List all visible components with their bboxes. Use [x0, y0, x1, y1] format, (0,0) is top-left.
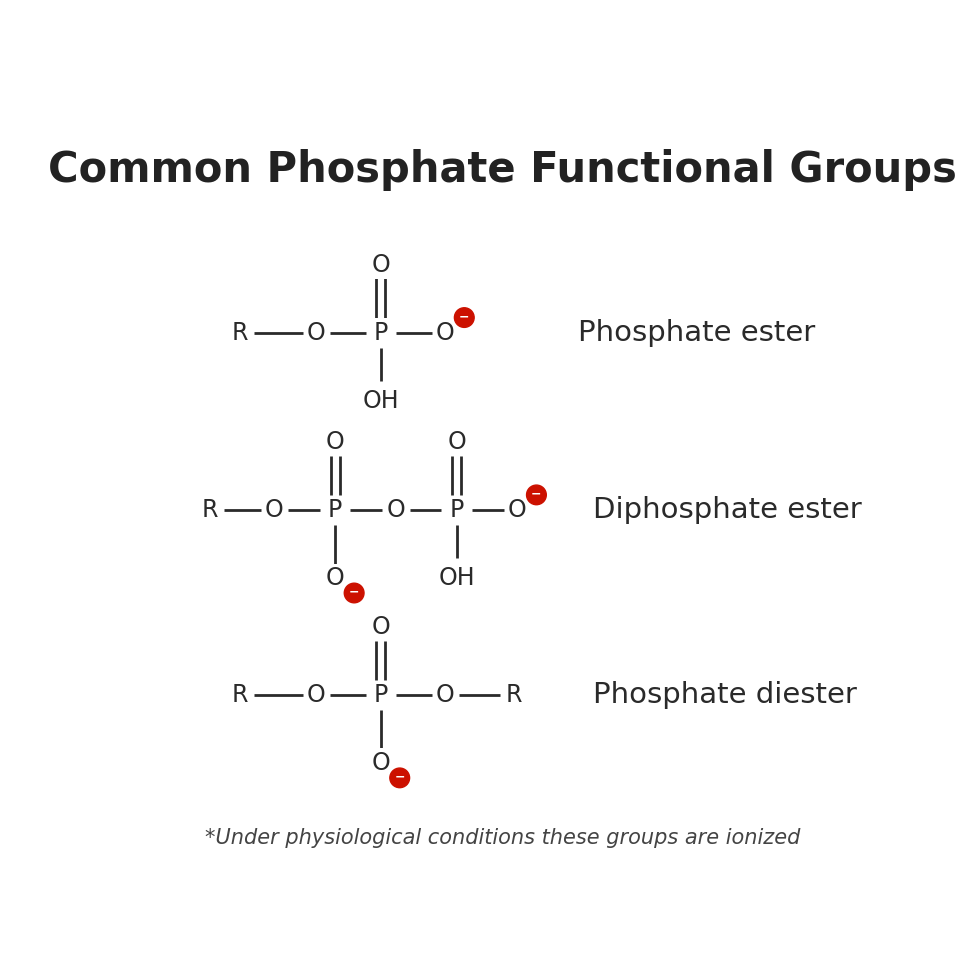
Text: O: O	[265, 498, 284, 522]
Text: P: P	[328, 498, 342, 522]
Text: Phosphate diester: Phosphate diester	[594, 681, 858, 709]
Text: Phosphate ester: Phosphate ester	[578, 318, 815, 347]
Circle shape	[455, 308, 474, 327]
Text: O: O	[371, 751, 390, 775]
Text: O: O	[447, 430, 466, 454]
Text: OH: OH	[363, 389, 399, 413]
Text: R: R	[232, 320, 249, 345]
Text: −: −	[459, 311, 469, 323]
Text: P: P	[373, 683, 388, 707]
Text: −: −	[349, 586, 360, 599]
Circle shape	[390, 768, 410, 788]
Circle shape	[526, 485, 546, 505]
Text: R: R	[506, 683, 522, 707]
Text: R: R	[202, 498, 219, 522]
Text: P: P	[373, 320, 388, 345]
Text: P: P	[450, 498, 464, 522]
Text: −: −	[531, 488, 542, 501]
Circle shape	[344, 583, 364, 603]
Text: R: R	[232, 683, 249, 707]
Text: O: O	[307, 683, 325, 707]
Text: −: −	[395, 770, 405, 784]
Text: O: O	[436, 683, 455, 707]
Text: O: O	[307, 320, 325, 345]
Text: *Under physiological conditions these groups are ionized: *Under physiological conditions these gr…	[205, 828, 800, 849]
Text: O: O	[386, 498, 406, 522]
Text: O: O	[325, 430, 345, 454]
Text: OH: OH	[438, 565, 475, 590]
Text: Common Phosphate Functional Groups: Common Phosphate Functional Groups	[48, 149, 956, 191]
Text: Diphosphate ester: Diphosphate ester	[594, 496, 862, 524]
Text: O: O	[371, 615, 390, 639]
Text: O: O	[436, 320, 455, 345]
Text: O: O	[325, 565, 345, 590]
Text: O: O	[508, 498, 527, 522]
Text: O: O	[371, 253, 390, 276]
